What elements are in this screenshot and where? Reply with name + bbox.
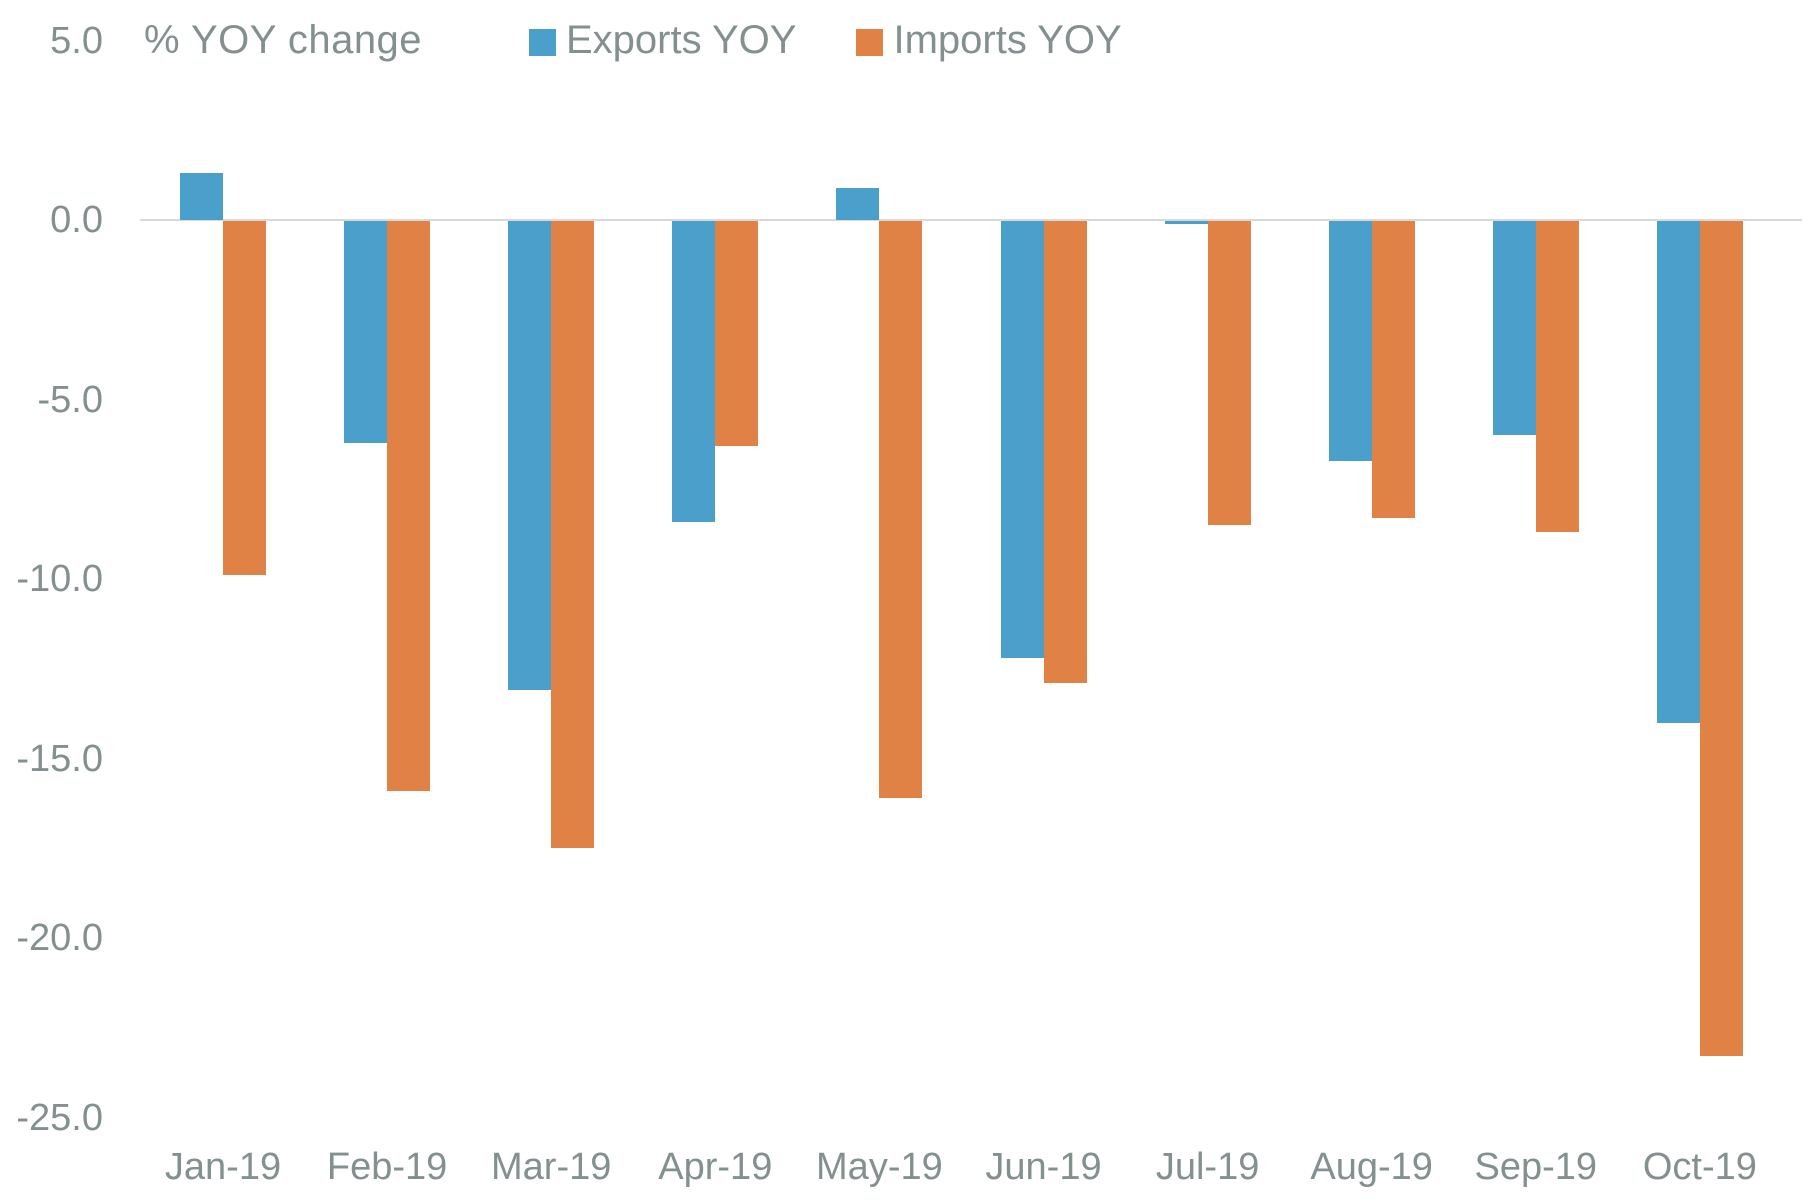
bar-exports-may-19: [836, 187, 880, 220]
bar-imports-sep-19: [1535, 221, 1579, 533]
y-axis-tick-label: -5.0: [37, 378, 103, 421]
bar-exports-apr-19: [672, 221, 716, 522]
bar-imports-aug-19: [1371, 221, 1415, 518]
x-axis-label: Sep-19: [1474, 1146, 1598, 1188]
legend-item-imports: Imports YOY: [856, 18, 1122, 63]
bar-exports-sep-19: [1492, 221, 1536, 436]
y-axis-tick-label: -20.0: [16, 917, 103, 959]
bar-exports-aug-19: [1328, 221, 1372, 461]
legend-label-imports: Imports YOY: [893, 18, 1122, 62]
bar-imports-jan-19: [223, 221, 266, 576]
x-axis-label: Aug-19: [1310, 1146, 1433, 1188]
y-axis-tick-label: -10.0: [16, 558, 103, 600]
y-axis-tick-label: -15.0: [16, 737, 103, 780]
y-axis-tick-label: 5.0: [50, 19, 103, 62]
bar-exports-oct-19: [1656, 221, 1700, 723]
bar-imports-jun-19: [1043, 221, 1087, 684]
bar-imports-may-19: [879, 221, 923, 798]
x-axis-label: May-19: [816, 1146, 943, 1188]
legend-label-exports: Exports YOY: [566, 18, 797, 62]
imports-legend-swatch-icon: [856, 29, 884, 56]
x-axis-label: Mar-19: [491, 1146, 612, 1188]
chart-title: % YOY change: [144, 18, 423, 62]
x-axis-label: Feb-19: [326, 1146, 448, 1188]
legend: Exports YOY Imports YOY: [529, 18, 1168, 63]
x-axis-label: Jul-19: [1155, 1146, 1260, 1188]
x-axis-label: Jun-19: [985, 1146, 1102, 1188]
bar-imports-oct-19: [1699, 221, 1743, 1057]
zero-baseline: [140, 219, 1802, 221]
bar-exports-mar-19: [508, 221, 552, 691]
legend-item-exports: Exports YOY: [529, 18, 796, 63]
bar-imports-apr-19: [715, 221, 759, 447]
x-axis-label: Jan-19: [164, 1146, 282, 1188]
bar-imports-jul-19: [1207, 221, 1251, 526]
y-axis-tick-label: 0.0: [50, 199, 103, 241]
x-axis-label: Apr-19: [658, 1146, 773, 1188]
bar-imports-feb-19: [387, 221, 431, 791]
bar-exports-jun-19: [1000, 221, 1044, 658]
bar-exports-jan-19: [180, 173, 223, 220]
bar-exports-feb-19: [344, 221, 388, 443]
bar-imports-mar-19: [551, 221, 595, 849]
exports-legend-swatch-icon: [529, 29, 556, 56]
bar-exports-jul-19: [1164, 221, 1208, 224]
x-axis-label: Oct-19: [1642, 1146, 1757, 1188]
y-axis-tick-label: -25.0: [16, 1096, 103, 1139]
